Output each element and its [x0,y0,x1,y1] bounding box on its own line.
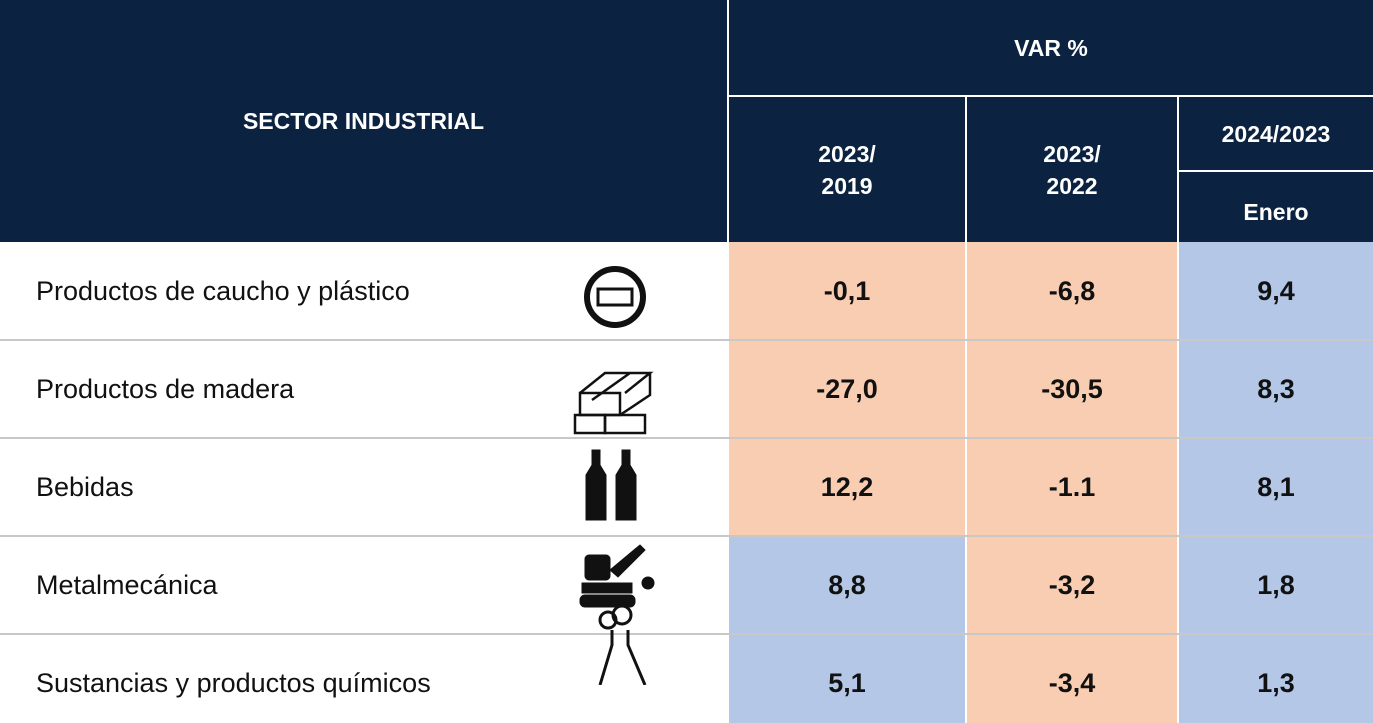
value-cell-text: 8,3 [1257,374,1295,405]
value-cell: 8,8 [727,536,965,634]
value-cell: -3,2 [965,536,1177,634]
value-cell-text: 1,3 [1257,668,1295,699]
row-label: Sustancias y productos químicos [0,634,560,723]
value-cell-text: 8,8 [828,570,866,601]
value-cell: 5,1 [727,634,965,723]
header-cell: Enero [1177,172,1373,242]
row-label-text: Metalmecánica [36,570,218,601]
value-cell-text: -3,4 [1049,668,1096,699]
value-cell-text: -6,8 [1049,276,1096,307]
row-label-text: Productos de caucho y plástico [36,276,410,307]
page: SECTOR INDUSTRIAL VAR % 2023/ 2019 2023/… [0,0,1373,723]
value-cell: 1,8 [1177,536,1373,634]
value-cell: -3,4 [965,634,1177,723]
header-cell: SECTOR INDUSTRIAL [0,0,727,242]
row-label: Metalmecánica [0,536,560,634]
row-icons [570,265,660,685]
header-text: VAR % [1014,32,1088,64]
value-cell: 9,4 [1177,242,1373,340]
row-separator [0,633,1373,635]
value-cell: -30,5 [965,340,1177,438]
value-cell-text: -27,0 [816,374,878,405]
header-text: 2024/2023 [1222,118,1331,150]
row-separator [0,437,1373,439]
value-cell: -1.1 [965,438,1177,536]
row-label: Productos de madera [0,340,560,438]
value-cell-text: 9,4 [1257,276,1295,307]
value-cell-text: 1,8 [1257,570,1295,601]
value-cell-text: -3,2 [1049,570,1096,601]
header-cell: 2023/ 2019 [727,97,965,242]
row-label: Bebidas [0,438,560,536]
row-label: Productos de caucho y plástico [0,242,560,340]
row-label-text: Productos de madera [36,374,294,405]
value-cell-text: 8,1 [1257,472,1295,503]
row-label-text: Sustancias y productos químicos [36,668,431,699]
value-cell: 8,3 [1177,340,1373,438]
row-separator [0,535,1373,537]
value-cell-text: -30,5 [1041,374,1103,405]
value-cell: 1,3 [1177,634,1373,723]
header-cell: 2023/ 2022 [965,97,1177,242]
value-cell: 8,1 [1177,438,1373,536]
row-separator [0,339,1373,341]
value-cell: -0,1 [727,242,965,340]
header-cell: 2024/2023 [1177,97,1373,172]
header-text: Enero [1243,196,1308,228]
header-text: 2023/ 2019 [818,138,876,202]
value-cell: -6,8 [965,242,1177,340]
value-cell-text: 12,2 [821,472,874,503]
value-cell-text: -1.1 [1049,472,1096,503]
header-text: SECTOR INDUSTRIAL [243,105,484,137]
value-cell: 12,2 [727,438,965,536]
value-cell: -27,0 [727,340,965,438]
row-label-text: Bebidas [36,472,134,503]
value-cell-text: -0,1 [824,276,871,307]
header-text: 2023/ 2022 [1043,138,1101,202]
value-cell-text: 5,1 [828,668,866,699]
header-cell: VAR % [727,0,1373,97]
